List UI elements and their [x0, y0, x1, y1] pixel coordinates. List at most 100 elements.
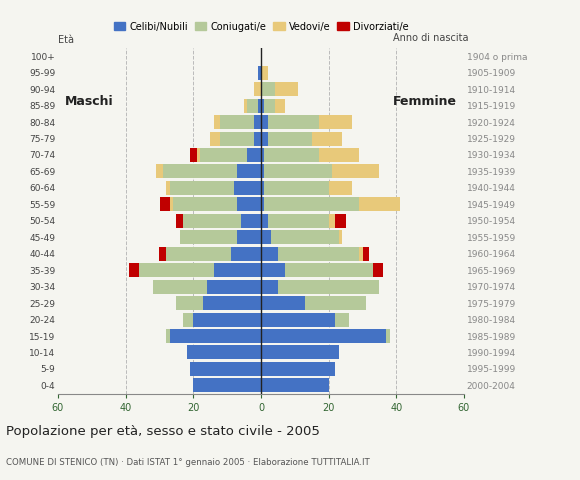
- Bar: [129, 263, 139, 277]
- Bar: [261, 230, 271, 244]
- Bar: [139, 263, 213, 277]
- Bar: [261, 378, 329, 392]
- Bar: [261, 82, 274, 96]
- Bar: [258, 98, 261, 113]
- Bar: [386, 329, 390, 343]
- Bar: [261, 115, 268, 129]
- Bar: [237, 230, 261, 244]
- Bar: [241, 214, 261, 228]
- Bar: [210, 132, 220, 145]
- Legend: Celibi/Nubili, Coniugati/e, Vedovi/e, Divorziati/e: Celibi/Nubili, Coniugati/e, Vedovi/e, Di…: [114, 22, 408, 32]
- Bar: [264, 148, 318, 162]
- Bar: [153, 280, 207, 294]
- Bar: [183, 214, 241, 228]
- Bar: [183, 312, 193, 326]
- Text: Età: Età: [58, 35, 74, 45]
- Bar: [261, 148, 264, 162]
- Bar: [261, 329, 386, 343]
- Bar: [254, 132, 261, 145]
- Bar: [254, 115, 261, 129]
- Bar: [248, 98, 258, 113]
- Bar: [213, 263, 261, 277]
- Bar: [237, 165, 261, 179]
- Bar: [190, 148, 197, 162]
- Bar: [169, 181, 234, 195]
- Bar: [339, 230, 342, 244]
- Bar: [261, 247, 278, 261]
- Bar: [329, 181, 353, 195]
- Bar: [261, 197, 264, 211]
- Bar: [329, 214, 335, 228]
- Bar: [261, 181, 264, 195]
- Bar: [332, 165, 379, 179]
- Bar: [261, 165, 264, 179]
- Bar: [261, 214, 268, 228]
- Bar: [244, 98, 248, 113]
- Bar: [335, 312, 349, 326]
- Bar: [187, 346, 261, 360]
- Bar: [173, 197, 237, 211]
- Bar: [268, 214, 329, 228]
- Bar: [193, 378, 261, 392]
- Bar: [335, 214, 346, 228]
- Bar: [156, 165, 163, 179]
- Bar: [254, 82, 261, 96]
- Bar: [261, 296, 305, 310]
- Bar: [261, 132, 268, 145]
- Bar: [234, 181, 261, 195]
- Bar: [264, 165, 332, 179]
- Bar: [261, 263, 285, 277]
- Bar: [271, 230, 339, 244]
- Bar: [220, 115, 254, 129]
- Bar: [160, 197, 169, 211]
- Bar: [160, 247, 166, 261]
- Bar: [278, 247, 359, 261]
- Bar: [264, 197, 359, 211]
- Bar: [372, 263, 383, 277]
- Bar: [258, 66, 261, 80]
- Bar: [261, 312, 335, 326]
- Bar: [163, 165, 237, 179]
- Bar: [362, 247, 369, 261]
- Bar: [261, 362, 335, 376]
- Bar: [248, 148, 261, 162]
- Bar: [285, 263, 372, 277]
- Bar: [176, 296, 204, 310]
- Text: Maschi: Maschi: [65, 96, 114, 108]
- Bar: [176, 214, 183, 228]
- Bar: [318, 148, 359, 162]
- Bar: [261, 98, 264, 113]
- Bar: [274, 98, 285, 113]
- Bar: [261, 66, 268, 80]
- Text: Popolazione per età, sesso e stato civile - 2005: Popolazione per età, sesso e stato civil…: [6, 425, 320, 438]
- Bar: [264, 181, 329, 195]
- Bar: [220, 132, 254, 145]
- Bar: [268, 115, 318, 129]
- Bar: [169, 197, 173, 211]
- Bar: [166, 181, 169, 195]
- Bar: [359, 247, 362, 261]
- Bar: [318, 115, 352, 129]
- Bar: [200, 148, 248, 162]
- Bar: [204, 296, 261, 310]
- Bar: [312, 132, 342, 145]
- Bar: [261, 280, 278, 294]
- Bar: [305, 296, 366, 310]
- Bar: [261, 346, 339, 360]
- Bar: [278, 280, 379, 294]
- Bar: [166, 329, 169, 343]
- Text: Femmine: Femmine: [393, 96, 457, 108]
- Bar: [231, 247, 261, 261]
- Bar: [180, 230, 237, 244]
- Bar: [237, 197, 261, 211]
- Bar: [169, 329, 261, 343]
- Bar: [193, 312, 261, 326]
- Bar: [268, 132, 312, 145]
- Bar: [190, 362, 261, 376]
- Bar: [166, 247, 231, 261]
- Bar: [359, 197, 400, 211]
- Bar: [213, 115, 220, 129]
- Bar: [197, 148, 200, 162]
- Bar: [207, 280, 261, 294]
- Text: Anno di nascita: Anno di nascita: [393, 33, 468, 43]
